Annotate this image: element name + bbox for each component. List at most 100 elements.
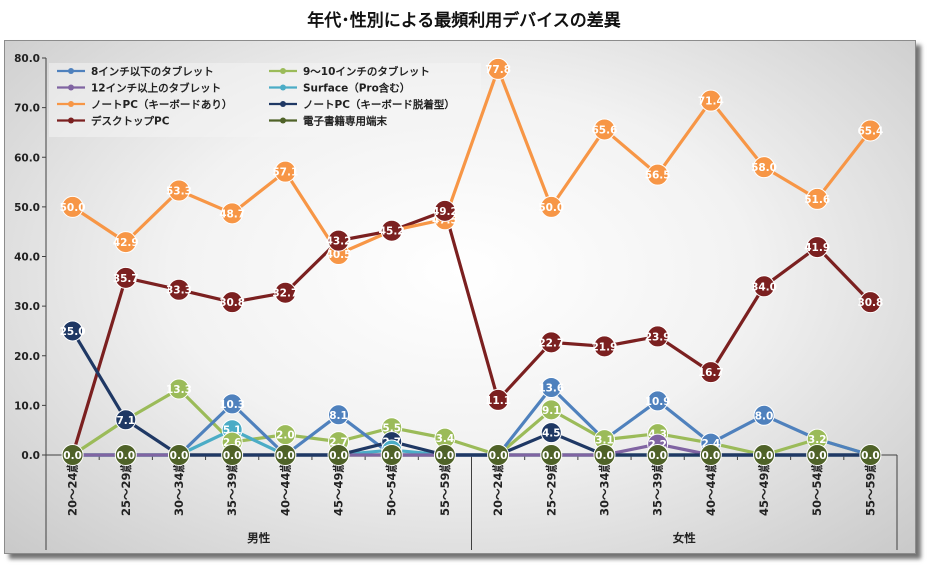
data-point xyxy=(61,444,84,466)
data-label: 0.0 xyxy=(489,450,508,462)
data-label: 0.0 xyxy=(808,450,827,462)
legend-entry: 8インチ以下のタブレット xyxy=(91,65,214,78)
legend-swatch-marker xyxy=(68,68,74,74)
legend-entry: 電子書籍専用端末 xyxy=(303,115,387,128)
data-point xyxy=(114,231,137,254)
x-tick-label: 55～59歳 xyxy=(863,461,877,517)
y-tick-label: 50.0 xyxy=(14,202,40,214)
data-point xyxy=(647,390,669,412)
data-label: 8.0 xyxy=(755,410,774,422)
line-chart: 8インチ以下のタブレット 9～10インチのタブレット 12インチ以上のタブレット Su… xyxy=(14,53,898,550)
legend-entry: ノートPC（キーボード脱着型） xyxy=(303,98,455,111)
data-point xyxy=(699,89,722,112)
x-tick-label: 25～29歳 xyxy=(119,461,133,517)
data-point xyxy=(753,275,776,298)
data-point xyxy=(167,278,190,301)
data-point xyxy=(487,388,510,411)
data-point xyxy=(540,195,563,218)
data-label: 13.6 xyxy=(538,383,564,395)
legend-swatch-marker xyxy=(68,101,74,107)
data-point xyxy=(328,404,350,426)
data-label: 0.0 xyxy=(861,450,880,462)
data-label: 53.3 xyxy=(166,185,192,197)
data-point xyxy=(167,444,190,466)
data-point xyxy=(540,377,562,399)
data-point xyxy=(753,404,775,426)
data-point xyxy=(61,195,84,218)
data-label: 2.0 xyxy=(276,430,295,442)
data-label: 11.1 xyxy=(485,395,511,407)
data-point xyxy=(540,399,562,421)
data-label: 43.2 xyxy=(326,236,352,248)
y-tick-label: 40.0 xyxy=(14,252,40,264)
data-label: 23.9 xyxy=(645,331,671,343)
data-label: 0.0 xyxy=(170,450,189,462)
data-label: 30.8 xyxy=(857,297,883,309)
data-point xyxy=(221,444,244,466)
data-label: 0.0 xyxy=(223,450,242,462)
data-label: 13.3 xyxy=(166,384,192,396)
data-point xyxy=(646,163,669,186)
data-point xyxy=(540,422,562,444)
data-label: 51.6 xyxy=(804,194,830,206)
data-label: 0.0 xyxy=(648,450,667,462)
series-markers: 50.042.953.348.757.140.545.247.577.850.0… xyxy=(60,57,883,466)
data-point xyxy=(646,325,669,348)
data-label: 4.5 xyxy=(542,428,561,440)
data-label: 50.0 xyxy=(60,202,86,214)
data-label: 50.0 xyxy=(538,202,564,214)
data-point xyxy=(753,444,776,466)
y-tick-label: 60.0 xyxy=(14,152,40,164)
x-tick-label: 40～44歳 xyxy=(704,461,718,517)
data-label: 0.0 xyxy=(595,450,614,462)
series-line xyxy=(71,330,871,457)
data-label: 8.1 xyxy=(329,410,348,422)
data-label: 65.4 xyxy=(857,125,883,137)
data-label: 49.2 xyxy=(432,206,458,218)
data-point xyxy=(859,444,882,466)
data-point xyxy=(593,335,616,358)
data-label: 41.9 xyxy=(804,242,830,254)
data-label: 0.0 xyxy=(702,450,721,462)
data-label: 5.5 xyxy=(382,423,401,435)
data-label: 30.8 xyxy=(219,297,245,309)
y-tick-label: 30.0 xyxy=(14,301,40,313)
data-point xyxy=(115,409,137,431)
data-label: 10.3 xyxy=(219,399,245,411)
data-point xyxy=(540,331,563,354)
data-point xyxy=(646,444,669,466)
data-point xyxy=(806,187,829,210)
legend: 8インチ以下のタブレット 9～10インチのタブレット 12インチ以上のタブレット Su… xyxy=(49,63,481,137)
data-label: 77.8 xyxy=(485,64,511,76)
series-lines xyxy=(71,67,872,457)
y-tick-label: 10.0 xyxy=(14,400,40,412)
chart-area: 8インチ以下のタブレット 9～10インチのタブレット 12インチ以上のタブレット Su… xyxy=(4,40,916,554)
data-label: 3.1 xyxy=(595,435,614,447)
data-label: 57.1 xyxy=(272,167,298,179)
data-label: 9.1 xyxy=(542,405,561,417)
data-label: 65.6 xyxy=(592,124,618,136)
chart-title: 年代･性別による最頻利用デバイスの差異 xyxy=(307,11,621,31)
data-label: 42.9 xyxy=(113,237,139,249)
data-label: 0.0 xyxy=(382,450,401,462)
x-tick-label: 20～24歳 xyxy=(66,461,80,517)
data-point xyxy=(806,236,829,259)
data-point xyxy=(274,444,297,466)
data-point xyxy=(221,202,244,225)
x-tick-label: 20～24歳 xyxy=(491,461,505,517)
legend-entry: 9～10インチのタブレット xyxy=(303,65,430,78)
data-point xyxy=(114,266,137,289)
y-tick-label: 70.0 xyxy=(14,103,40,115)
data-label: 71.4 xyxy=(698,96,724,108)
data-point xyxy=(114,444,137,466)
data-point xyxy=(433,444,456,466)
x-tick-label: 45～49歳 xyxy=(757,461,771,517)
x-tick-label: 30～34歳 xyxy=(597,461,611,517)
data-label: 22.7 xyxy=(538,337,564,349)
data-point xyxy=(168,378,190,400)
series-line xyxy=(71,209,872,456)
group-label: 男性 xyxy=(247,531,270,545)
data-point xyxy=(62,320,84,342)
data-point xyxy=(593,444,616,466)
data-label: 0.0 xyxy=(116,450,135,462)
